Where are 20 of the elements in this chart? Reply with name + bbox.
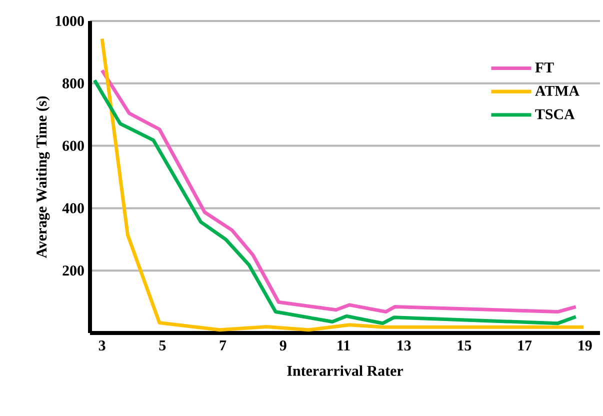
x-tick-label: 11 bbox=[338, 340, 350, 350]
x-tick-label: 3 bbox=[98, 340, 106, 351]
x-tick-label: 9 bbox=[280, 340, 286, 351]
x-tick-label: 15 bbox=[458, 340, 472, 351]
y-tick-label: 400 bbox=[62, 203, 84, 214]
y-axis-title: Average Waiting Time (s) bbox=[36, 96, 50, 258]
x-tick-label: 13 bbox=[398, 340, 411, 351]
legend-label: ATMA bbox=[535, 86, 580, 96]
y-tick-label: 800 bbox=[62, 78, 84, 88]
y-tick-label: 200 bbox=[62, 266, 84, 276]
y-tick-label: 1000 bbox=[56, 16, 84, 26]
x-tick-label: 7 bbox=[220, 340, 226, 350]
x-tick-label: 5 bbox=[159, 340, 166, 350]
y-tick-label: 600 bbox=[62, 140, 84, 151]
x-axis-title: Interarrival Rater bbox=[287, 365, 403, 376]
line-series bbox=[100, 37, 586, 332]
legend-label: TSCA bbox=[535, 109, 575, 120]
x-tick-label: 17 bbox=[518, 340, 532, 350]
legend-label: FT bbox=[535, 62, 554, 72]
x-tick-label: 19 bbox=[578, 340, 592, 351]
